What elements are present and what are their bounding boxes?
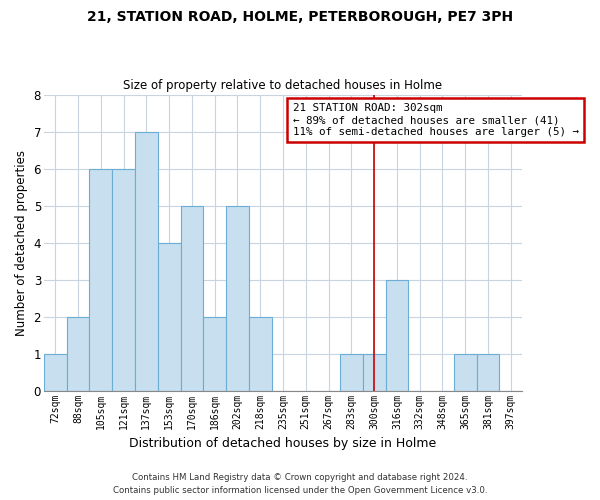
Bar — [226, 206, 249, 390]
Bar — [476, 354, 499, 391]
Bar — [112, 168, 135, 390]
Bar — [158, 242, 181, 390]
Bar — [340, 354, 363, 391]
Bar — [249, 316, 272, 390]
Bar — [89, 168, 112, 390]
Bar — [454, 354, 476, 391]
Bar — [363, 354, 386, 391]
Text: Contains HM Land Registry data © Crown copyright and database right 2024.
Contai: Contains HM Land Registry data © Crown c… — [113, 474, 487, 495]
Bar — [386, 280, 409, 390]
Text: 21 STATION ROAD: 302sqm
← 89% of detached houses are smaller (41)
11% of semi-de: 21 STATION ROAD: 302sqm ← 89% of detache… — [293, 104, 578, 136]
X-axis label: Distribution of detached houses by size in Holme: Distribution of detached houses by size … — [130, 437, 437, 450]
Text: 21, STATION ROAD, HOLME, PETERBOROUGH, PE7 3PH: 21, STATION ROAD, HOLME, PETERBOROUGH, P… — [87, 10, 513, 24]
Bar — [135, 132, 158, 390]
Title: Size of property relative to detached houses in Holme: Size of property relative to detached ho… — [124, 79, 443, 92]
Bar — [181, 206, 203, 390]
Bar — [67, 316, 89, 390]
Bar — [203, 316, 226, 390]
Bar — [44, 354, 67, 391]
Y-axis label: Number of detached properties: Number of detached properties — [15, 150, 28, 336]
